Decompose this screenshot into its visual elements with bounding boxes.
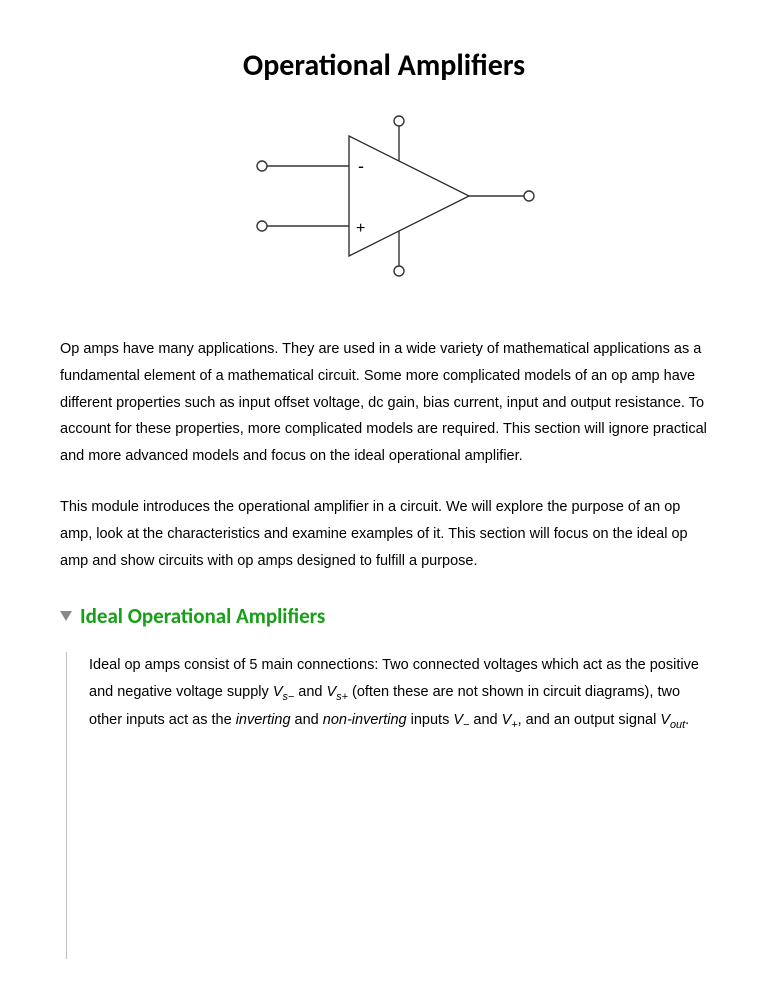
- inverting-term: inverting: [236, 712, 291, 728]
- text-fragment: .: [685, 712, 689, 728]
- var-v-plus: V+: [502, 712, 518, 728]
- text-fragment: and: [294, 684, 326, 700]
- opamp-diagram: - +: [60, 111, 708, 281]
- page-title: Operational Amplifiers: [60, 40, 708, 91]
- var-vs-minus: Vs−: [273, 684, 294, 700]
- var-vs-plus: Vs+: [327, 684, 348, 700]
- text-fragment: , and an output signal: [518, 712, 661, 728]
- text-fragment: and: [469, 712, 501, 728]
- var-v-out: Vout: [660, 712, 685, 728]
- noninverting-term: non-inverting: [323, 712, 407, 728]
- opamp-svg: - +: [224, 111, 544, 281]
- plus-label: +: [356, 220, 365, 237]
- section-header-row[interactable]: Ideal Operational Amplifiers: [60, 599, 708, 635]
- intro-paragraph-1: Op amps have many applications. They are…: [60, 336, 708, 470]
- var-v-minus: V−: [453, 712, 469, 728]
- section-heading: Ideal Operational Amplifiers: [80, 599, 325, 635]
- intro-paragraph-2: This module introduces the operational a…: [60, 494, 708, 574]
- collapse-toggle-icon[interactable]: [60, 611, 72, 621]
- minus-label: -: [358, 156, 364, 176]
- section-body: Ideal op amps consist of 5 main connecti…: [66, 652, 708, 959]
- text-fragment: and: [291, 712, 323, 728]
- section-paragraph: Ideal op amps consist of 5 main connecti…: [89, 652, 708, 735]
- text-fragment: inputs: [407, 712, 454, 728]
